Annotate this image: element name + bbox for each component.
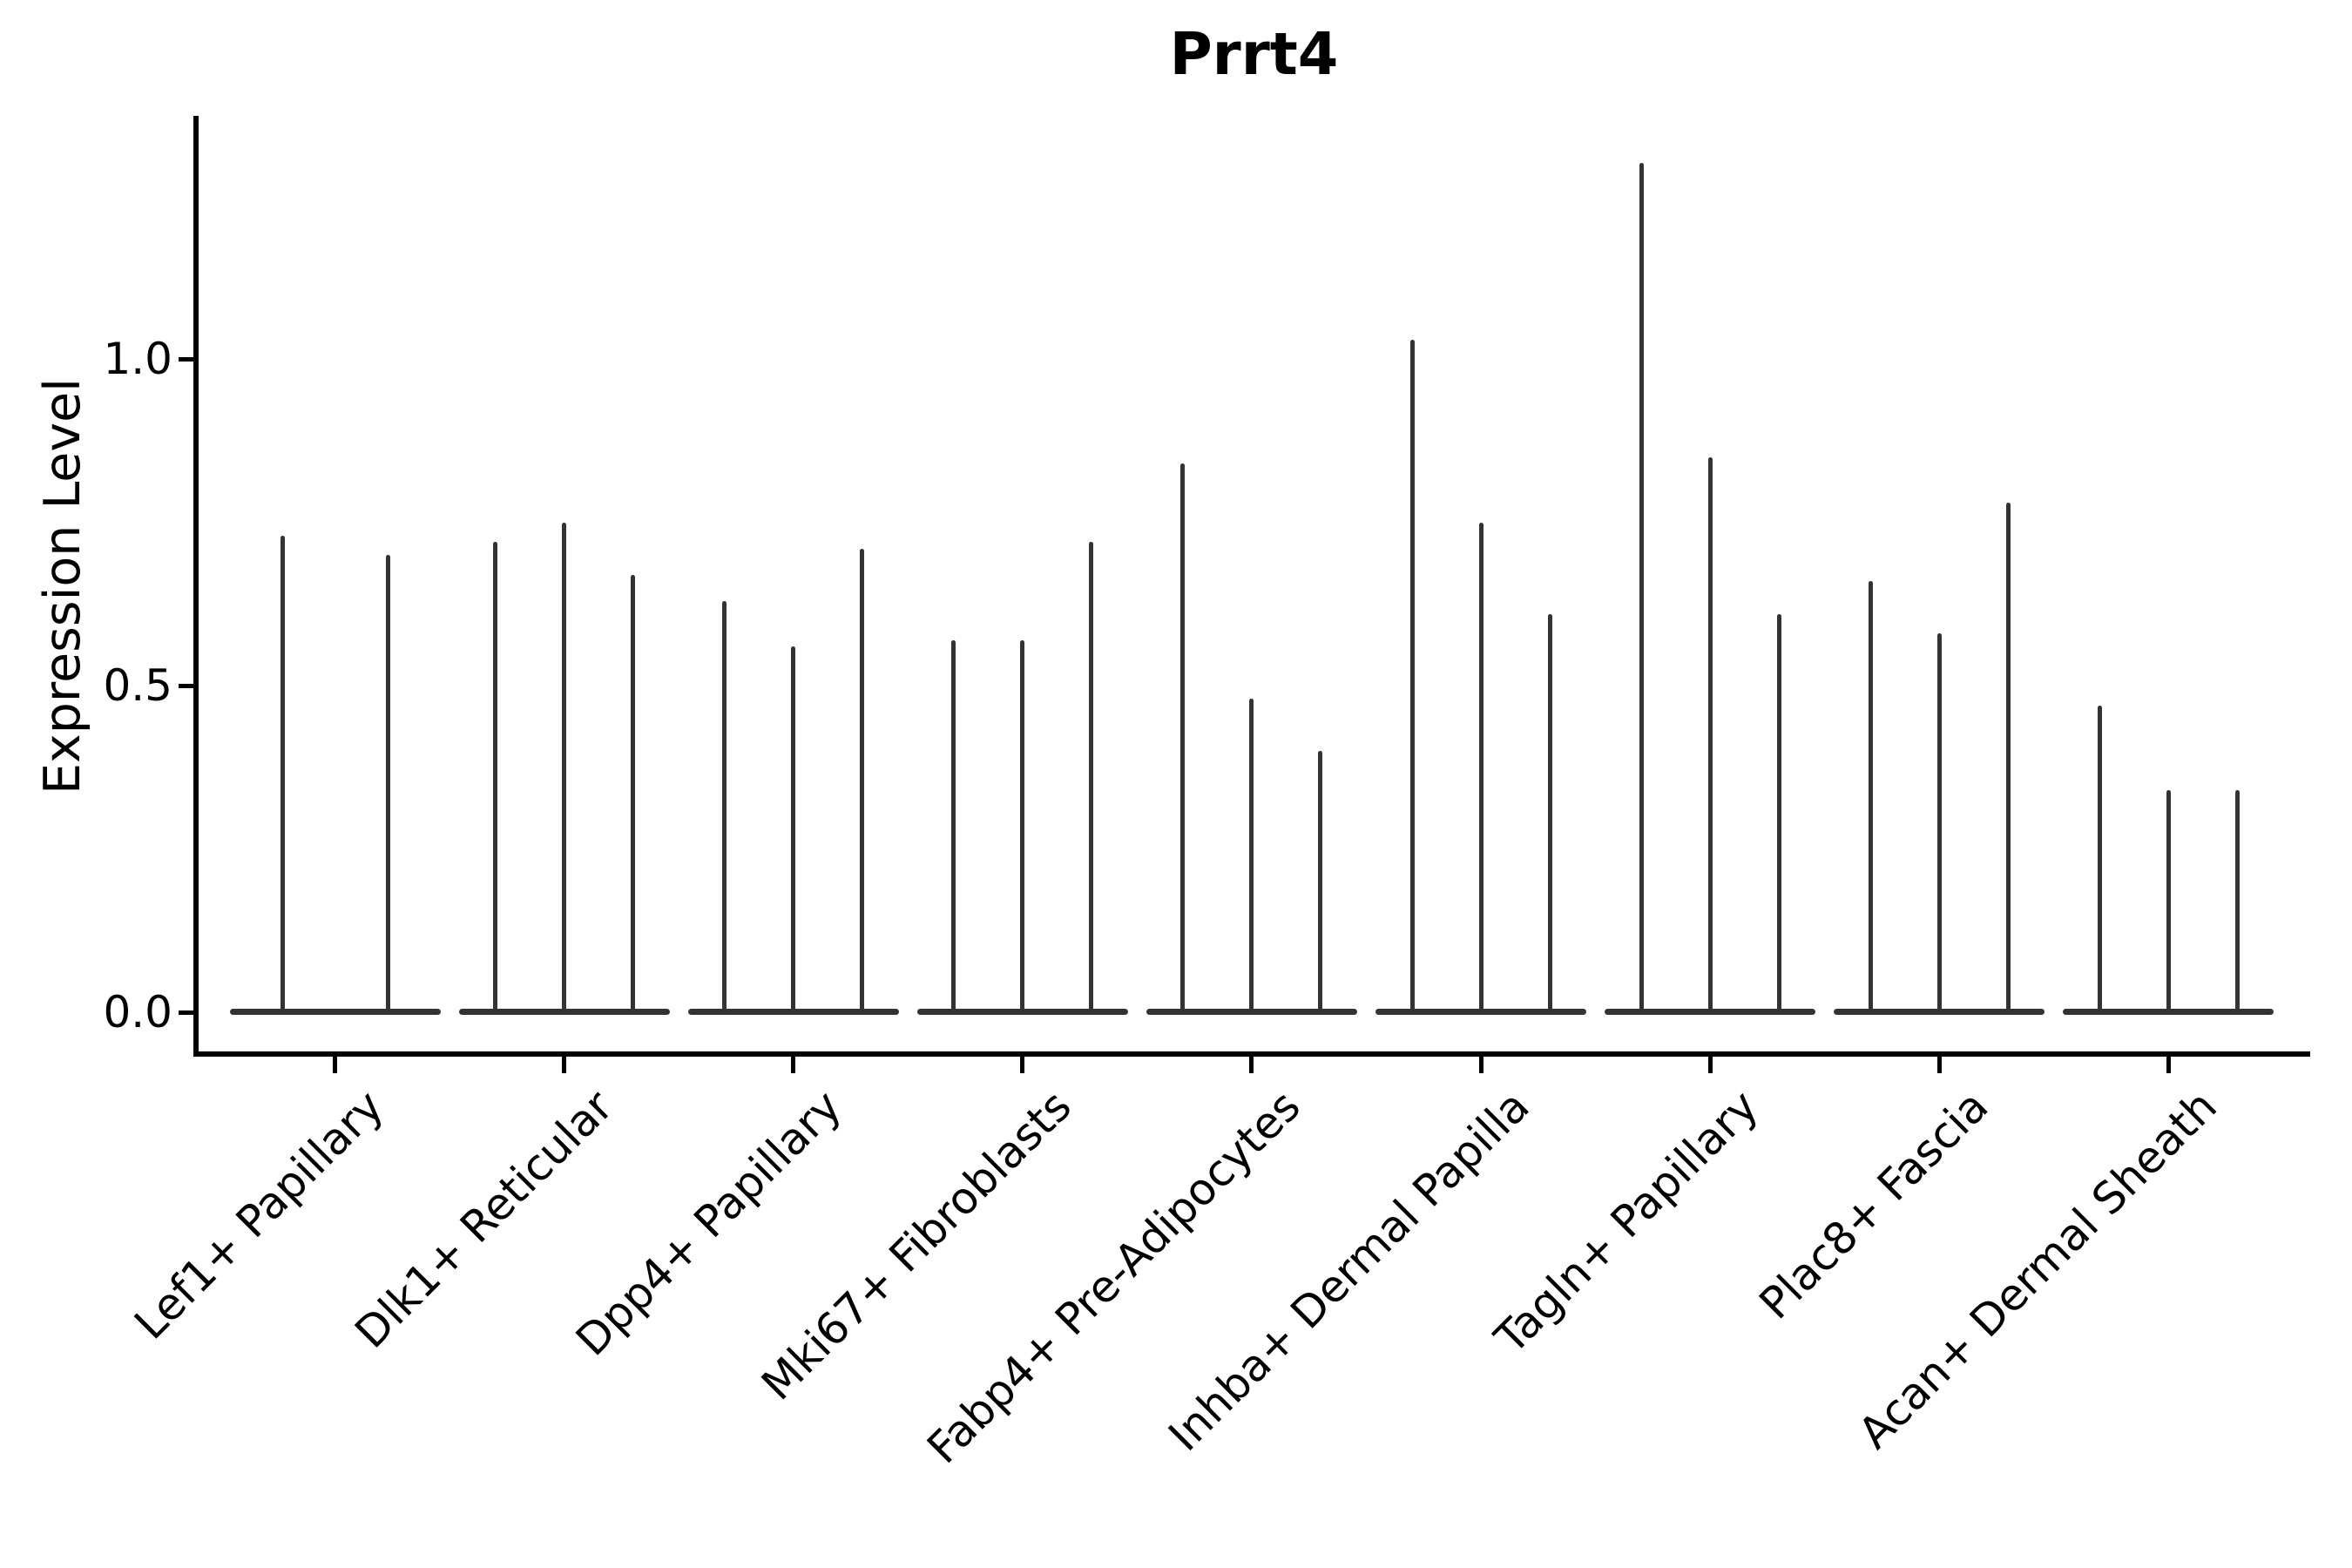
violin-spike [1478,522,1484,1015]
violin-spike [791,646,796,1015]
x-tick-mark [1249,1057,1254,1073]
y-tick-label: 0.5 [103,660,172,711]
x-tick-mark [2166,1057,2171,1073]
violin-spike [1409,339,1415,1015]
violin-spike [2234,790,2240,1015]
violin-spike [493,542,498,1015]
violin-spike [1318,751,1323,1015]
violin-spike [860,548,865,1015]
y-tick-mark [179,1010,193,1015]
y-tick-label: 0.0 [103,987,172,1037]
x-tick-mark [333,1057,337,1073]
violin-spike [1868,581,1873,1015]
violin-spike [1547,613,1552,1015]
x-tick-mark [1707,1057,1713,1073]
violin-spike [631,574,636,1015]
violin-spike [1180,463,1186,1015]
x-tick-mark [1936,1057,1942,1073]
violin-spike [2005,503,2011,1015]
x-category-label: Plac8+ Fascia [1749,1080,1997,1329]
violin-baseline [229,1009,441,1015]
violin-spike [722,600,727,1015]
chart-title: Prrt4 [1169,20,1339,88]
violin-spike [951,639,956,1015]
violin-spike [562,522,567,1015]
x-tick-mark [791,1057,796,1073]
violin-spike [1776,613,1781,1015]
y-tick-mark [179,356,193,362]
violin-spike [1936,633,1942,1015]
violin-spike [385,555,390,1015]
violin-spike [280,535,285,1015]
x-category-label: Lef1+ Papillary [125,1080,394,1349]
x-axis-spine [193,1051,2310,1057]
y-tick-mark [179,683,193,688]
y-tick-label: 1.0 [103,334,172,384]
violin-spike [1089,542,1094,1015]
x-tick-mark [1478,1057,1484,1073]
x-tick-mark [1020,1057,1025,1073]
violin-spike [1707,456,1713,1015]
violin-spike [1639,163,1644,1015]
violin-spike [1249,699,1254,1015]
x-category-label: Fabp4+ Pre-Adipocytes [917,1080,1310,1474]
x-tick-mark [562,1057,567,1073]
y-axis-label: Expression Level [34,378,91,794]
violin-spike [2166,790,2171,1015]
y-axis-spine [193,116,199,1057]
violin-spike [1020,639,1025,1015]
violin-spike [2097,705,2102,1015]
